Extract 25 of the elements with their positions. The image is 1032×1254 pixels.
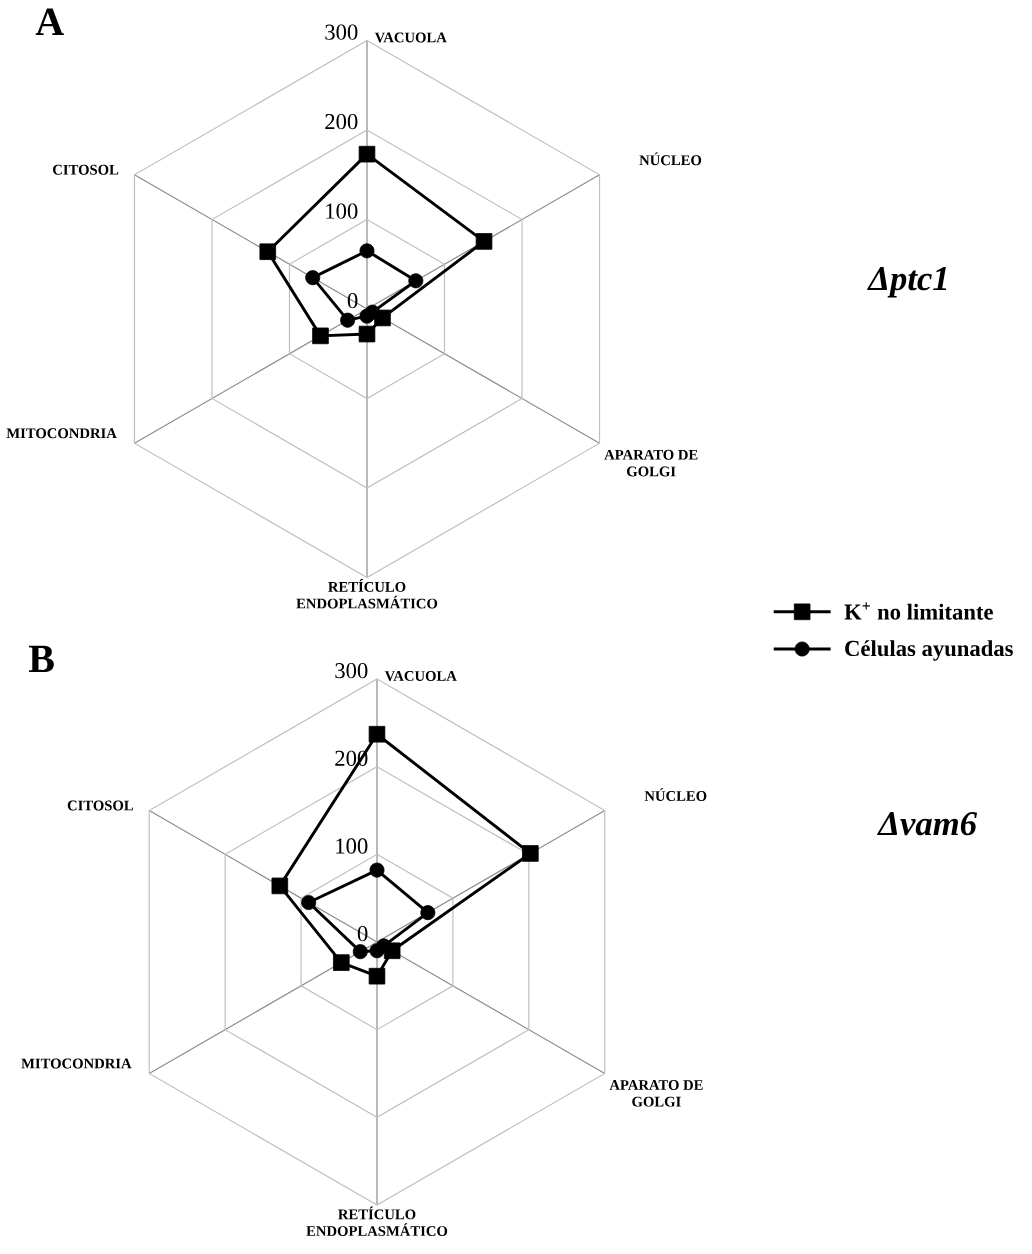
spoke-label: MITOCONDRIA (6, 428, 117, 439)
y-tick-label: 0 (357, 925, 368, 942)
spoke-label: VACUOLA (374, 32, 447, 43)
chart-title: A (35, 8, 64, 35)
legend-label: K$^{+}$ no limitante (844, 602, 993, 620)
spoke-label: APARATO DE GOLGI (609, 1080, 703, 1107)
spoke-label: CITOSOL (53, 164, 119, 175)
y-tick-label: 0 (347, 292, 358, 309)
spoke-label: MITOCONDRIA (21, 1058, 132, 1069)
spoke-label: RETÍCULO ENDOPLASMÁTICO (306, 1206, 448, 1236)
y-tick-label: 100 (326, 203, 358, 219)
spoke-label: CITOSOL (67, 800, 134, 811)
y-tick-label: 100 (336, 838, 368, 854)
spoke-label: NÚCLEO (639, 152, 702, 166)
chart-title: B (28, 645, 54, 673)
spoke-label: NÚCLEO (644, 788, 707, 801)
text: Δvam6 (877, 812, 978, 836)
y-tick-label: 300 (325, 24, 358, 40)
spoke-label: APARATO DE GOLGI (604, 449, 698, 477)
legend-label: Células ayunadas (845, 640, 1013, 661)
spoke-label: VACUOLA (384, 671, 457, 681)
y-tick-label: 300 (335, 663, 368, 679)
spoke-label: RETÍCULO ENDOPLASMÁTICO (296, 579, 438, 609)
text: Δptc1 (867, 267, 947, 298)
y-tick-label: 200 (325, 113, 358, 130)
